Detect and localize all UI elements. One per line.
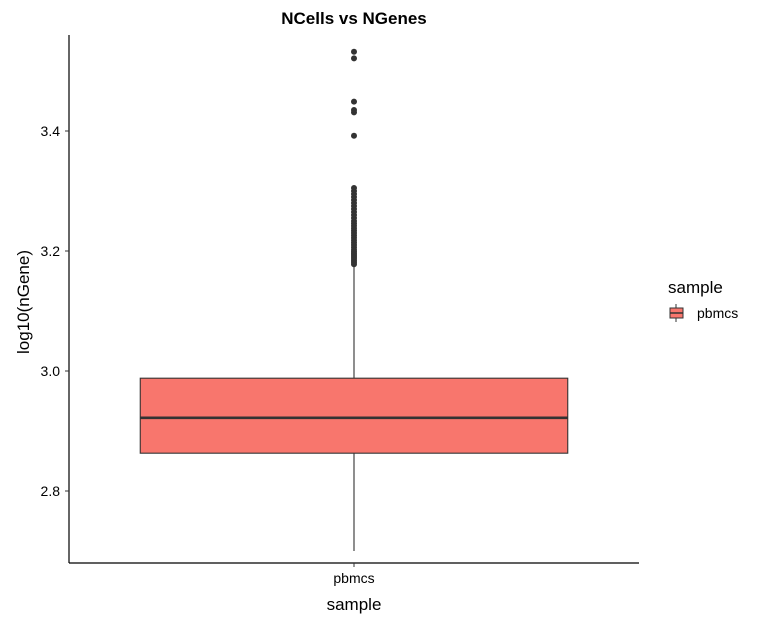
outlier-point xyxy=(351,48,357,55)
outlier-point xyxy=(351,107,357,113)
legend-entry: pbmcs xyxy=(669,304,738,322)
legend-label: pbmcs xyxy=(697,305,738,321)
plot-area xyxy=(139,48,569,551)
outlier-point xyxy=(351,98,357,105)
y-tick-label: 3.0 xyxy=(41,363,61,379)
chart-title: NCells vs NGenes xyxy=(281,9,427,28)
y-tick-label: 3.2 xyxy=(41,243,61,259)
x-axis-title: sample xyxy=(327,595,382,614)
outlier-point xyxy=(351,55,357,62)
y-tick-label: 2.8 xyxy=(41,483,61,499)
axes: 2.8 3.0 3.2 3.4 pbmcs xyxy=(41,35,639,586)
x-tick-label: pbmcs xyxy=(333,570,374,586)
legend-title: sample xyxy=(668,278,723,297)
y-axis-title: log10(nGene) xyxy=(14,250,33,354)
legend: sample pbmcs xyxy=(668,278,738,322)
y-tick-label: 3.4 xyxy=(41,123,61,139)
outlier-point xyxy=(351,185,357,191)
outlier-point xyxy=(351,132,357,139)
box-iqr xyxy=(139,377,569,454)
